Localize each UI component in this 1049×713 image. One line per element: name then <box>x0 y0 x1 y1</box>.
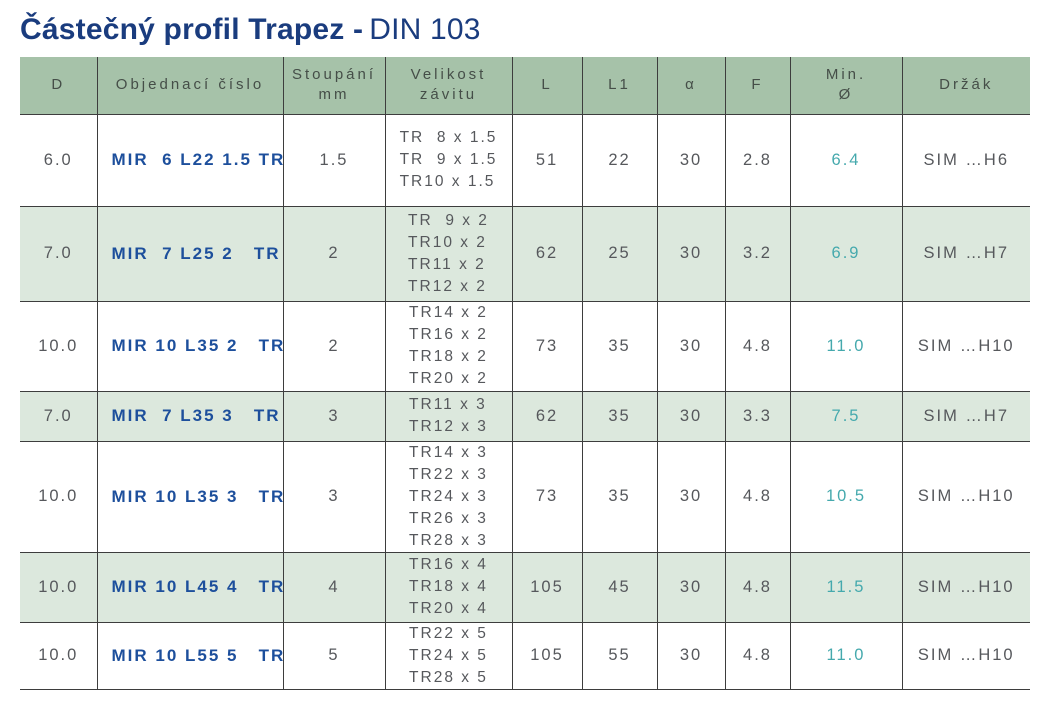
cell-f: 3.2 <box>725 206 791 302</box>
col-header-f: F <box>725 57 791 115</box>
cell-f: 2.8 <box>725 114 791 207</box>
cell-holder: SIM …H10 <box>902 622 1030 690</box>
cell-l1: 35 <box>582 441 658 553</box>
cell-pitch: 2 <box>283 206 386 302</box>
cell-order-number: MIR 10 L45 4 TR <box>97 552 284 623</box>
cell-l1: 45 <box>582 552 658 623</box>
cell-holder: SIM …H10 <box>902 301 1030 392</box>
thread-size-list: TR22 x 5 TR24 x 5 TR28 x 5 <box>409 624 488 686</box>
cell-min-diameter: 11.5 <box>790 552 903 623</box>
cell-alpha: 30 <box>657 301 726 392</box>
cell-order-number: MIR 10 L35 2 TR <box>97 301 284 392</box>
col-header-diameter: D <box>20 57 98 115</box>
cell-pitch: 2 <box>283 301 386 392</box>
cell-l1: 35 <box>582 301 658 392</box>
cell-min-diameter: 11.0 <box>790 301 903 392</box>
cell-holder: SIM …H7 <box>902 391 1030 442</box>
col-header-thread-size: Velikost závitu <box>385 57 513 115</box>
thread-size-list: TR 8 x 1.5 TR 9 x 1.5 TR10 x 1.5 <box>399 129 498 190</box>
cell-l: 62 <box>512 206 583 302</box>
cell-l: 105 <box>512 622 583 690</box>
cell-thread-sizes: TR 9 x 2 TR10 x 2 TR11 x 2 TR12 x 2 <box>385 206 513 302</box>
header-row: D Objednací číslo Stoupání mm Velikost z… <box>20 57 1030 115</box>
cell-l: 105 <box>512 552 583 623</box>
cell-diameter: 10.0 <box>20 552 98 623</box>
cell-alpha: 30 <box>657 206 726 302</box>
cell-thread-sizes: TR22 x 5 TR24 x 5 TR28 x 5 <box>385 622 513 690</box>
cell-min-diameter: 6.9 <box>790 206 903 302</box>
table-row: 7.0 MIR 7 L25 2 TR 2 TR 9 x 2 TR10 x 2 T… <box>20 206 1030 302</box>
cell-diameter: 7.0 <box>20 206 98 302</box>
cell-order-number: MIR 10 L55 5 TR <box>97 622 284 690</box>
cell-pitch: 4 <box>283 552 386 623</box>
table-row: 7.0 MIR 7 L35 3 TR 3 TR11 x 3 TR12 x 3 6… <box>20 391 1030 442</box>
cell-order-number: MIR 7 L35 3 TR <box>97 391 284 442</box>
col-header-holder: Držák <box>902 57 1030 115</box>
cell-holder: SIM …H10 <box>902 552 1030 623</box>
cell-holder: SIM …H7 <box>902 206 1030 302</box>
cell-l1: 35 <box>582 391 658 442</box>
cell-l: 73 <box>512 441 583 553</box>
cell-min-diameter: 7.5 <box>790 391 903 442</box>
cell-f: 4.8 <box>725 441 791 553</box>
cell-alpha: 30 <box>657 441 726 553</box>
page-title: Částečný profil Trapez - DIN 103 <box>20 10 1049 50</box>
cell-diameter: 10.0 <box>20 622 98 690</box>
cell-holder: SIM …H10 <box>902 441 1030 553</box>
table-row: 10.0 MIR 10 L35 3 TR 3 TR14 x 3 TR22 x 3… <box>20 441 1030 553</box>
table-row: 10.0 MIR 10 L55 5 TR 5 TR22 x 5 TR24 x 5… <box>20 622 1030 690</box>
thread-size-list: TR 9 x 2 TR10 x 2 TR11 x 2 TR12 x 2 <box>408 211 489 295</box>
product-table: D Objednací číslo Stoupání mm Velikost z… <box>20 57 1030 690</box>
cell-alpha: 30 <box>657 622 726 690</box>
cell-min-diameter: 10.5 <box>790 441 903 553</box>
cell-alpha: 30 <box>657 552 726 623</box>
cell-pitch: 3 <box>283 391 386 442</box>
col-header-min-diameter: Min. Ø <box>790 57 903 115</box>
thread-size-list: TR16 x 4 TR18 x 4 TR20 x 4 <box>409 556 488 617</box>
cell-diameter: 7.0 <box>20 391 98 442</box>
cell-alpha: 30 <box>657 114 726 207</box>
table-row: 6.0 MIR 6 L22 1.5 TR 1.5 TR 8 x 1.5 TR 9… <box>20 114 1030 207</box>
table-row: 10.0 MIR 10 L45 4 TR 4 TR16 x 4 TR18 x 4… <box>20 552 1030 623</box>
cell-thread-sizes: TR14 x 2 TR16 x 2 TR18 x 2 TR20 x 2 <box>385 301 513 392</box>
cell-f: 4.8 <box>725 552 791 623</box>
cell-order-number: MIR 7 L25 2 TR <box>97 206 284 302</box>
cell-diameter: 10.0 <box>20 301 98 392</box>
col-header-l: L <box>512 57 583 115</box>
col-header-pitch: Stoupání mm <box>283 57 386 115</box>
cell-f: 3.3 <box>725 391 791 442</box>
col-header-order-number: Objednací číslo <box>97 57 284 115</box>
cell-f: 4.8 <box>725 622 791 690</box>
cell-pitch: 5 <box>283 622 386 690</box>
cell-thread-sizes: TR11 x 3 TR12 x 3 <box>385 391 513 442</box>
cell-holder: SIM …H6 <box>902 114 1030 207</box>
cell-l: 73 <box>512 301 583 392</box>
cell-pitch: 3 <box>283 441 386 553</box>
cell-order-number: MIR 10 L35 3 TR <box>97 441 284 553</box>
thread-size-list: TR14 x 2 TR16 x 2 TR18 x 2 TR20 x 2 <box>409 304 488 387</box>
cell-thread-sizes: TR14 x 3 TR22 x 3 TR24 x 3 TR26 x 3 TR28… <box>385 441 513 553</box>
thread-size-list: TR14 x 3 TR22 x 3 TR24 x 3 TR26 x 3 TR28… <box>409 443 488 549</box>
cell-diameter: 6.0 <box>20 114 98 207</box>
cell-diameter: 10.0 <box>20 441 98 553</box>
page-title-standard: DIN 103 <box>369 13 481 46</box>
cell-f: 4.8 <box>725 301 791 392</box>
cell-min-diameter: 6.4 <box>790 114 903 207</box>
cell-thread-sizes: TR16 x 4 TR18 x 4 TR20 x 4 <box>385 552 513 623</box>
page-title-product: Částečný profil Trapez - <box>20 13 364 46</box>
cell-l1: 25 <box>582 206 658 302</box>
cell-l1: 55 <box>582 622 658 690</box>
col-header-l1: L1 <box>582 57 658 115</box>
cell-l: 51 <box>512 114 583 207</box>
cell-l1: 22 <box>582 114 658 207</box>
cell-thread-sizes: TR 8 x 1.5 TR 9 x 1.5 TR10 x 1.5 <box>385 114 513 207</box>
cell-pitch: 1.5 <box>283 114 386 207</box>
table-row: 10.0 MIR 10 L35 2 TR 2 TR14 x 2 TR16 x 2… <box>20 301 1030 392</box>
cell-order-number: MIR 6 L22 1.5 TR <box>97 114 284 207</box>
cell-min-diameter: 11.0 <box>790 622 903 690</box>
thread-size-list: TR11 x 3 TR12 x 3 <box>409 396 488 435</box>
cell-alpha: 30 <box>657 391 726 442</box>
col-header-alpha: α <box>657 57 726 115</box>
cell-l: 62 <box>512 391 583 442</box>
